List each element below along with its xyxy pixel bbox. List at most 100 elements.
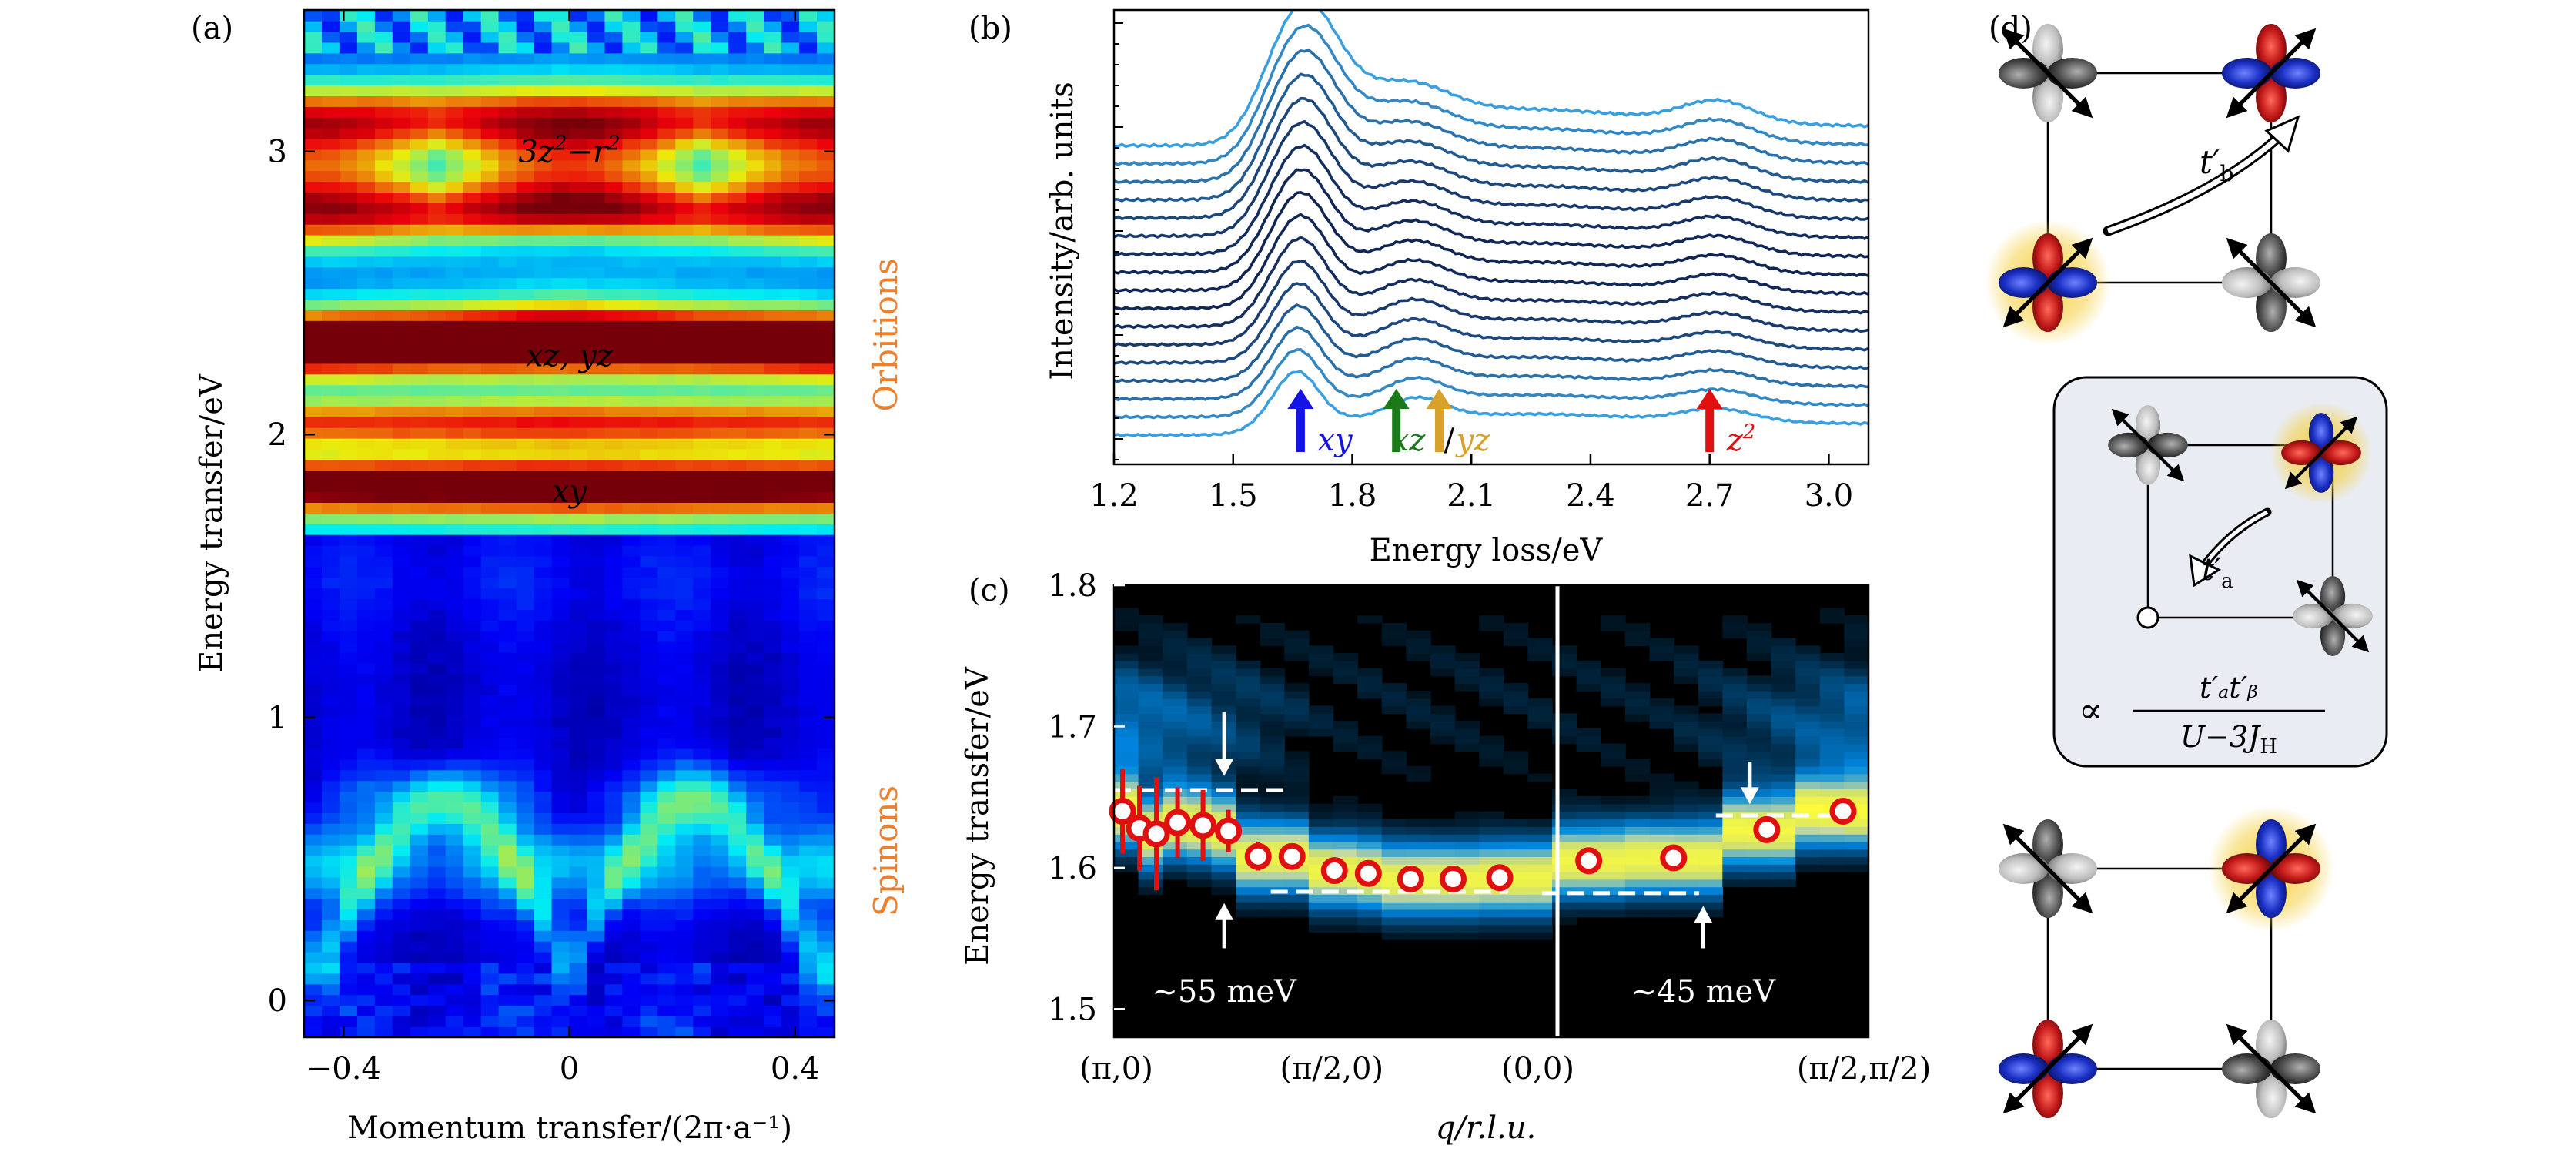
heatmap-cell [392, 470, 411, 482]
heatmap-cell [392, 459, 411, 471]
dispersion-cell [1722, 668, 1748, 677]
orbital-lobe [2281, 440, 2322, 466]
dispersion-cell [1138, 713, 1163, 722]
heatmap-cell [427, 427, 447, 439]
heatmap-cell [480, 117, 500, 129]
heatmap-cell [356, 898, 376, 910]
orbital-bl [1985, 219, 2111, 346]
heatmap-cell [480, 10, 500, 22]
heatmap-cell [799, 406, 818, 417]
heatmap-cell [604, 363, 624, 375]
dispersion-cell [1649, 638, 1674, 647]
dispersion-cell [1722, 759, 1748, 767]
heatmap-cell [463, 705, 482, 717]
heatmap-cell [569, 245, 588, 257]
heatmap-cell [622, 213, 641, 225]
heatmap-cell [374, 513, 393, 524]
heatmap-cell [339, 577, 358, 589]
orbital-schematic-d [1985, 23, 2388, 1119]
heatmap-cell [322, 502, 340, 514]
dispersion-cell [1527, 871, 1553, 880]
heatmap-cell [322, 513, 340, 524]
heatmap-cell [516, 844, 535, 856]
heatmap-cell [463, 973, 482, 985]
heatmap-cell [480, 930, 500, 942]
heatmap-cell [427, 117, 447, 129]
heatmap-cell [569, 641, 588, 653]
heatmap-cell [604, 138, 624, 150]
dispersion-cell [1163, 781, 1188, 789]
heatmap-cell [392, 352, 411, 364]
dispersion-cell [1406, 894, 1431, 903]
heatmap-cell [728, 427, 747, 439]
heatmap-cell [604, 427, 624, 439]
heatmap-cell [781, 930, 800, 942]
heatmap-cell [604, 320, 624, 332]
heatmap-cell [304, 85, 323, 96]
dispersion-cell [1284, 795, 1310, 805]
heatmap-cell [551, 192, 570, 203]
dispersion-cell [1649, 653, 1674, 661]
heatmap-cell [817, 31, 835, 43]
heatmap-cell [764, 930, 782, 942]
heatmap-cell [569, 320, 588, 332]
heatmap-cell [764, 716, 782, 728]
heatmap-cell [551, 31, 570, 43]
dispersion-cell [1552, 653, 1577, 661]
dispersion-cell [1138, 615, 1163, 624]
heatmap-cell [339, 310, 358, 321]
heatmap-cell [534, 748, 553, 760]
heatmap-cell [728, 951, 747, 963]
dispersion-cell [1698, 856, 1724, 865]
heatmap-cell [356, 759, 376, 771]
heatmap-cell [675, 823, 694, 835]
heatmap-cell [622, 20, 641, 32]
heatmap-cell [322, 876, 340, 889]
heatmap-cell [799, 203, 818, 214]
hopping-tb-label: t′b [2200, 143, 2233, 186]
heatmap-cell [445, 834, 464, 846]
heatmap-cell [304, 127, 323, 139]
heatmap-cell [587, 802, 606, 813]
heatmap-cell [657, 748, 677, 760]
heatmap-cell [534, 406, 553, 417]
dispersion-cell [1333, 795, 1358, 805]
heatmap-cell [781, 866, 800, 878]
heatmap-cell [746, 651, 764, 664]
dispersion-cell [1503, 630, 1529, 639]
heatmap-cell [534, 544, 553, 557]
dispersion-cell [1138, 668, 1163, 677]
heatmap-cell [534, 491, 553, 503]
heatmap-cell [551, 395, 570, 407]
heatmap-cell [728, 973, 747, 985]
heatmap-cell [339, 962, 358, 974]
heatmap-cell [799, 63, 818, 75]
dispersion-cell [1406, 773, 1431, 782]
heatmap-cell [322, 983, 340, 996]
heatmap-cell [640, 973, 659, 985]
heatmap-cell [392, 10, 411, 22]
heatmap-cell [339, 855, 358, 867]
dispersion-cell [1333, 833, 1358, 842]
heatmap-cell [604, 909, 624, 920]
heatmap-cell [339, 994, 358, 1006]
heatmap-cell [374, 555, 393, 568]
dispersion-cell [1186, 789, 1213, 797]
heatmap-cell [587, 588, 606, 600]
heatmap-cell [622, 170, 641, 183]
heatmap-cell [410, 352, 429, 364]
heatmap-cell [622, 823, 641, 835]
heatmap-cell [516, 909, 535, 920]
dispersion-cell [1722, 856, 1748, 865]
heatmap-cell [498, 834, 517, 846]
orbital-tr [2221, 23, 2321, 123]
dispersion-cell [1186, 728, 1213, 737]
heatmap-cell [640, 791, 659, 803]
heatmap-cell [764, 320, 782, 332]
heatmap-cell [445, 876, 464, 889]
heatmap-cell [817, 234, 835, 246]
heatmap-cell [498, 609, 517, 621]
heatmap-cell [374, 42, 393, 54]
heatmap-cell [339, 427, 358, 439]
